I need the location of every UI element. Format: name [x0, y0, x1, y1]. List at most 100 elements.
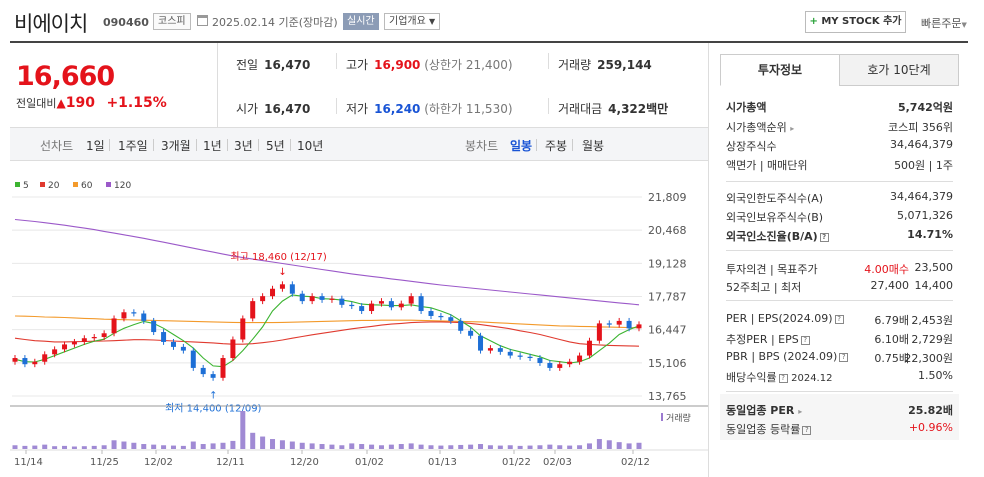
period-monthly[interactable]: 월봉	[582, 139, 605, 153]
candle-body	[606, 323, 612, 325]
dividend-date: 2024.12	[791, 373, 833, 384]
candle-body	[359, 306, 365, 312]
stock-code: 090460	[103, 16, 149, 29]
candle-body	[517, 355, 523, 357]
shares-label: 상장주식수	[726, 140, 777, 153]
volume-bar	[606, 440, 612, 449]
stat-prev: 전일 16,470	[236, 56, 310, 73]
y-tick-label: 21,809	[648, 191, 687, 204]
change-value: 190	[65, 95, 95, 111]
info-tabs: 투자정보 호가 10단계	[720, 54, 959, 86]
x-tick-label: 02/03	[543, 457, 572, 468]
legend-swatch	[40, 182, 45, 187]
upper-limit: (상한가 21,400)	[424, 58, 513, 72]
company-overview-label: 기업개요	[389, 16, 426, 27]
market-cap-label: 시가총액	[726, 101, 767, 114]
sector-per-value: 25.82배	[908, 404, 953, 417]
volume-bar	[557, 445, 563, 449]
volume-bar	[319, 444, 325, 449]
period-1w[interactable]: 1주일	[118, 139, 148, 153]
period-3y[interactable]: 3년	[234, 139, 253, 153]
volume-bar	[517, 445, 523, 449]
candle-body	[458, 320, 464, 331]
volume-bar	[507, 445, 513, 449]
volume-bar	[309, 443, 315, 449]
volume-bar	[339, 445, 345, 449]
help-icon[interactable]: ?	[834, 315, 844, 324]
candle-body	[557, 364, 563, 368]
volume-bar	[161, 445, 167, 449]
period-3m[interactable]: 3개월	[161, 139, 191, 153]
period-divider	[572, 139, 573, 151]
x-tick-label: 11/25	[90, 457, 119, 468]
candle-body	[22, 358, 28, 365]
est-per-value: 6.10배	[874, 333, 909, 346]
volume-bar	[478, 444, 484, 449]
x-tick-label: 12/20	[290, 457, 319, 468]
period-weekly[interactable]: 주봉	[545, 139, 568, 153]
period-1d[interactable]: 1일	[86, 139, 105, 153]
candle-body	[468, 330, 474, 336]
volume-bar	[408, 443, 414, 449]
quick-order-button[interactable]: 빠른주문▼	[921, 15, 967, 31]
company-overview-select[interactable]: 기업개요 ▼	[384, 13, 441, 30]
period-daily[interactable]: 일봉	[510, 139, 533, 153]
candle-body	[537, 358, 543, 363]
foreign-limit-label: 외국인한도주식수(A)	[726, 192, 824, 205]
volume-bar	[52, 446, 58, 449]
period-divider	[258, 139, 259, 151]
period-divider	[109, 139, 110, 151]
add-mystock-button[interactable]: + MY STOCK 추가	[805, 11, 906, 33]
volume-label: 거래량	[666, 412, 691, 424]
ma60-line	[14, 315, 640, 329]
period-1y[interactable]: 1년	[203, 139, 222, 153]
candle-body	[279, 284, 285, 289]
chevron-right-icon: ▸	[798, 407, 803, 416]
period-divider	[536, 139, 537, 151]
min-annotation: 최저 14,400 (12/09)	[165, 402, 261, 414]
opinion-label: 투자의견 | 목표주가	[726, 263, 818, 276]
volume-bar	[170, 445, 176, 449]
par-label: 액면가 | 매매단위	[726, 159, 808, 172]
help-icon[interactable]: ?	[839, 353, 849, 362]
volume-bar	[388, 444, 394, 449]
foreign-limit-value: 34,464,379	[890, 190, 953, 203]
change-label: 전일대비	[16, 97, 57, 110]
candle-body	[141, 313, 147, 321]
y-tick-label: 16,447	[648, 324, 687, 337]
est-per-label: 추정PER | EPS?	[726, 331, 810, 347]
pbr-value: 0.75배	[874, 352, 909, 365]
add-mystock-label: MY STOCK 추가	[821, 16, 902, 27]
candle-body	[190, 350, 196, 368]
tab-orderbook-10[interactable]: 호가 10단계	[839, 54, 959, 86]
x-tick-label: 01/02	[355, 457, 384, 468]
candle-body	[161, 332, 167, 342]
ma20-line	[14, 321, 640, 347]
candle-body	[52, 349, 58, 355]
help-icon[interactable]: ?	[802, 426, 812, 435]
volume-bar	[141, 444, 147, 449]
volume-bar	[270, 439, 276, 449]
help-icon[interactable]: ?	[778, 374, 788, 383]
legend-label: 120	[114, 181, 131, 191]
help-icon[interactable]: ?	[819, 233, 829, 242]
ma5-line	[14, 294, 640, 368]
period-10y[interactable]: 10년	[297, 139, 324, 153]
help-icon[interactable]: ?	[800, 336, 810, 345]
candle-body	[270, 288, 276, 297]
sector-per-text: 동일업종 PER	[726, 404, 795, 417]
candle-body	[497, 348, 503, 352]
candle-body	[170, 341, 176, 347]
volume-bar	[299, 442, 305, 449]
price-chart[interactable]: 21,809 20,468 19,128 17,787 16,447 15,106 13,7…	[10, 161, 708, 477]
candle-body	[616, 320, 622, 325]
tab-investment-info[interactable]: 투자정보	[720, 54, 840, 86]
candle-body	[200, 367, 206, 375]
volume-bar	[329, 444, 335, 449]
stat-divider	[548, 98, 549, 114]
sector-change-value: +0.96%	[908, 421, 953, 434]
volume-bar	[12, 445, 18, 449]
stat-prev-value: 16,470	[264, 58, 311, 72]
realtime-button[interactable]: 실시간	[343, 13, 379, 30]
period-5y[interactable]: 5년	[266, 139, 285, 153]
